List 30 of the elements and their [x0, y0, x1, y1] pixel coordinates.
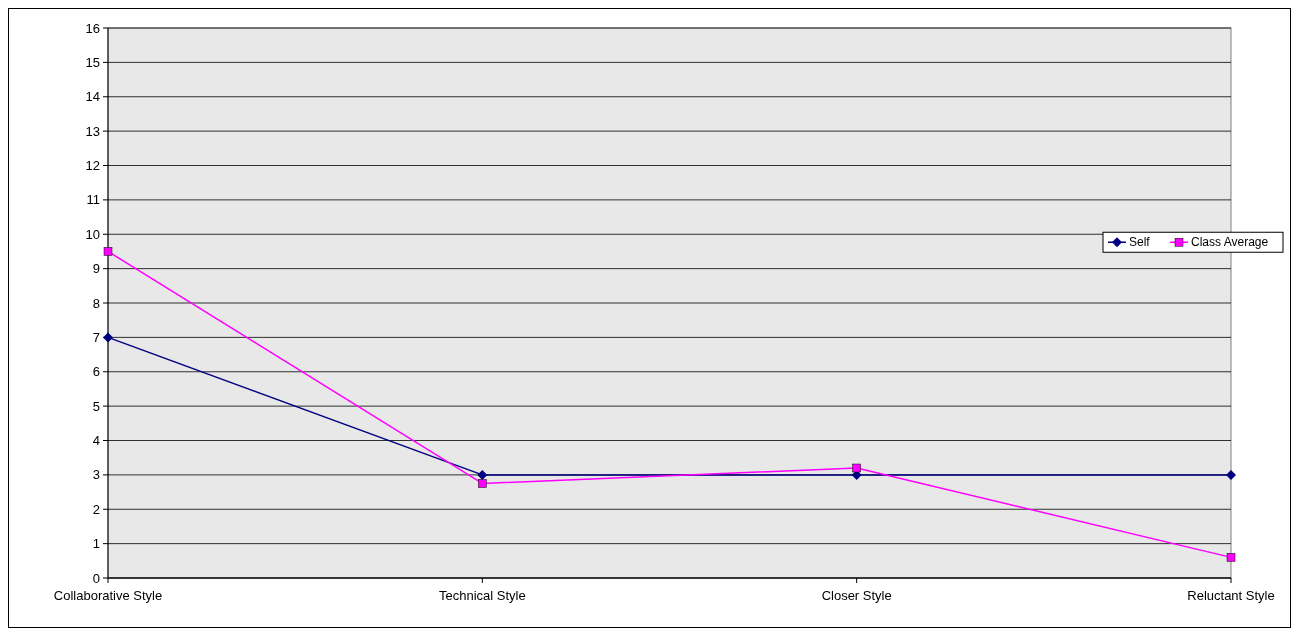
point: [1226, 553, 1236, 562]
y-tick-label: 4: [92, 433, 100, 449]
point: [103, 247, 113, 256]
legend-label: Class Average: [1191, 235, 1269, 250]
y-tick-label: 1: [92, 536, 100, 552]
y-tick-label: 6: [92, 364, 100, 380]
point: [852, 463, 861, 473]
y-tick-label: 7: [92, 329, 100, 345]
legend-label: Self: [1129, 235, 1151, 250]
y-tick-label: 0: [92, 570, 100, 586]
x-tick-label: Reluctant Style: [1187, 588, 1275, 603]
x-tick-label: Technical Style: [438, 588, 526, 603]
x-tick-label: Collaborative Style: [53, 588, 163, 603]
y-tick-label: 3: [92, 467, 100, 483]
y-tick-label: 10: [85, 226, 100, 242]
y-tick-label: 12: [85, 158, 100, 174]
y-tick-label: 2: [92, 501, 100, 517]
y-tick-label: 16: [85, 20, 100, 36]
y-tick-label: 9: [92, 261, 100, 277]
y-tick-label: 8: [92, 295, 100, 311]
y-tick-label: 15: [85, 54, 100, 70]
point: [103, 332, 113, 343]
x-tick-label: Closer Style: [821, 588, 892, 603]
point: [478, 479, 487, 488]
y-tick-label: 14: [85, 89, 100, 105]
y-tick-label: 11: [86, 192, 100, 208]
y-tick-label: 5: [92, 398, 100, 414]
point: [477, 469, 488, 480]
point: [1226, 469, 1236, 480]
y-tick-label: 13: [85, 123, 100, 139]
